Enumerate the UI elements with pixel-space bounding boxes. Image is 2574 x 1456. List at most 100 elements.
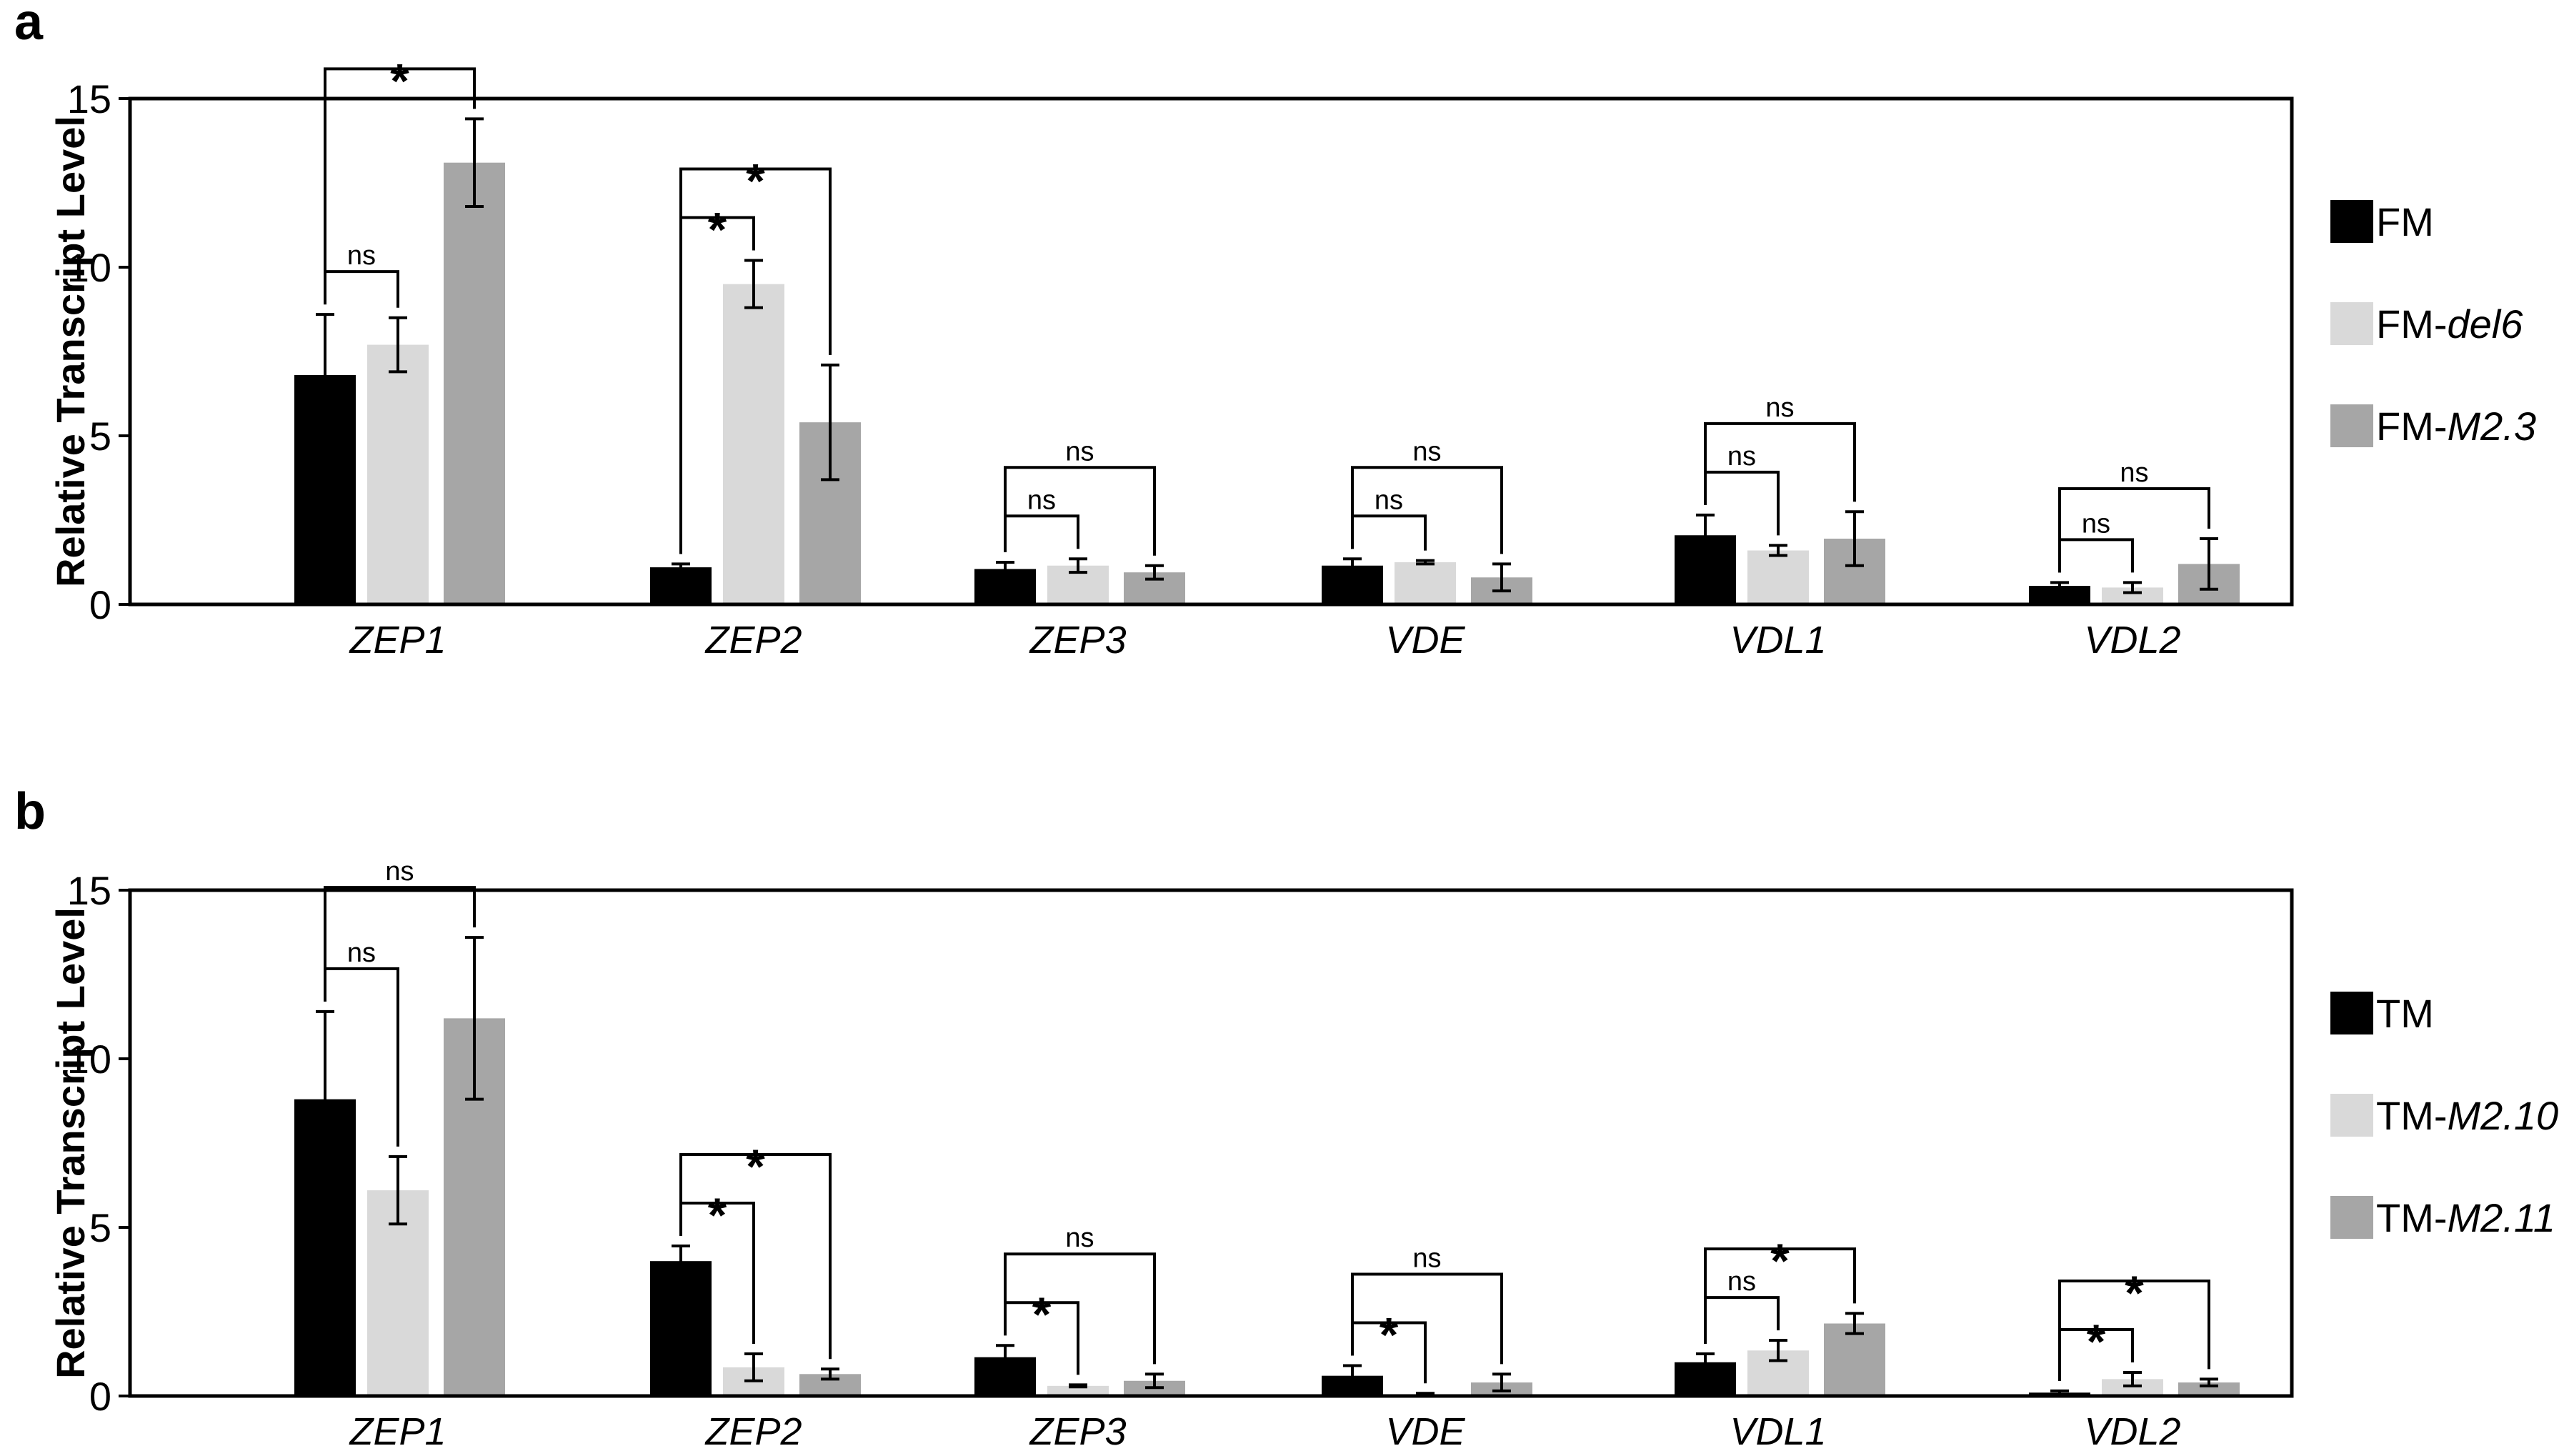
bar [723,284,784,604]
legend-label-suffix: M2.10 [2448,1093,2559,1138]
significance-ns: ns [1375,485,1403,515]
y-tick-label: 15 [67,76,111,121]
y-axis-label: Relative Transcript Level [48,907,93,1379]
bar [1824,1323,1885,1396]
legend-swatch [2330,302,2373,345]
significance-star: * [708,1188,727,1242]
x-category-label: ZEP2 [704,619,802,662]
legend-swatch [2330,992,2373,1034]
significance-star: * [746,1140,765,1194]
significance-bracket [1004,466,1156,556]
significance-bracket [1004,514,1079,552]
significance-bracket [1704,470,1780,536]
significance-ns: ns [347,241,376,271]
x-category-label: ZEP3 [1028,619,1126,662]
legend-label-prefix: TM [2376,991,2434,1036]
y-tick-label: 5 [89,414,111,459]
significance-ns: ns [1727,442,1756,472]
legend-swatch [2330,404,2373,447]
bar [650,1261,712,1396]
x-category-label: ZEP3 [1028,1410,1126,1453]
legend-label-suffix: del6 [2448,301,2524,346]
significance-star: * [2087,1315,2106,1369]
significance-bracket [679,167,832,554]
significance-star: * [746,154,765,209]
x-category-label: ZEP1 [348,619,446,662]
significance-ns: ns [1065,437,1094,467]
y-tick-label: 0 [89,1374,111,1419]
legend-label-prefix: FM- [2376,301,2448,346]
bar [1047,1385,1109,1396]
significance-ns: ns [1412,437,1441,467]
significance-bracket [1351,514,1427,551]
panel-a-label: a [14,0,44,51]
legend-swatch [2330,200,2373,243]
plot-frame [128,888,2294,1398]
y-tick-label: 0 [89,582,111,627]
significance-bracket [2058,487,2210,573]
x-category-label: ZEP2 [704,1410,802,1453]
x-category-label: VDL2 [2084,619,2180,662]
y-tick-label: 5 [89,1205,111,1250]
significance-bracket [2058,538,2134,573]
legend-label: FM-M2.3 [2376,404,2536,449]
significance-ns: ns [385,857,414,887]
bar [444,162,505,604]
significance-star: * [1770,1234,1790,1288]
significance-bracket [1351,1272,1503,1365]
significance-bracket [1351,466,1503,554]
significance-ns: ns [2082,509,2110,539]
legend-label: TM-M2.11 [2376,1195,2555,1240]
bar [2102,587,2163,604]
significance-ns: ns [1027,485,1056,515]
significance-bracket [679,1152,832,1360]
significance-ns: ns [1765,393,1794,423]
y-tick-label: 10 [67,245,111,290]
bar [2178,1382,2240,1396]
significance-ns: ns [347,938,376,968]
legend-label: TM-M2.10 [2376,1093,2558,1138]
significance-bracket [2058,1279,2210,1381]
legend-label-prefix: FM- [2376,404,2448,449]
y-tick-label: 15 [67,868,111,913]
legend-label: FM [2376,199,2434,244]
significance-bracket [1704,422,1856,505]
significance-ns: ns [1065,1223,1094,1253]
legend-label-suffix: M2.3 [2448,404,2537,449]
plot-frame [128,96,2294,607]
legend-label-suffix: M2.11 [2448,1195,2555,1240]
legend-label-prefix: FM [2376,199,2434,244]
significance-star: * [1380,1308,1399,1362]
legend-swatch [2330,1094,2373,1137]
significance-star: * [1032,1287,1052,1342]
y-axis-label: Relative Transcript Level [48,116,93,587]
legend-label: FM-del6 [2376,301,2523,346]
panel-b-label: b [14,783,46,840]
x-category-label: VDE [1385,619,1465,662]
legend-label: TM [2376,991,2434,1036]
x-category-label: VDL1 [1730,619,1826,662]
significance-bracket [1704,1296,1780,1344]
significance-bracket [324,67,476,305]
significance-star: * [708,203,727,257]
legend-label-prefix: TM- [2376,1093,2448,1138]
bar [1747,550,1809,604]
bar [650,567,712,604]
significance-bracket [324,270,399,308]
x-category-label: VDL2 [2084,1410,2180,1453]
bar [1395,562,1456,604]
bar [2102,1379,2163,1396]
significance-bracket [324,886,476,1002]
significance-bracket [1004,1252,1156,1365]
y-tick-label: 10 [67,1037,111,1082]
x-category-label: ZEP1 [348,1410,446,1453]
significance-bracket [1704,1247,1856,1344]
significance-ns: ns [1412,1244,1441,1274]
x-category-label: VDE [1385,1410,1465,1453]
panel-a-chart: Relative Transcript Level051015ns***nsns… [48,54,2536,662]
significance-ns: ns [2120,458,2148,488]
significance-star: * [2125,1266,2144,1320]
legend-swatch [2330,1196,2373,1239]
